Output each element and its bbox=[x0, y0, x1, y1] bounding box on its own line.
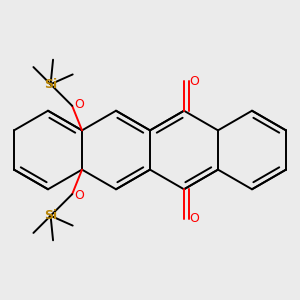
Text: O: O bbox=[74, 98, 84, 111]
Text: O: O bbox=[189, 212, 199, 225]
Text: Si: Si bbox=[44, 78, 57, 91]
Text: O: O bbox=[74, 189, 84, 202]
Text: O: O bbox=[189, 75, 199, 88]
Text: Si: Si bbox=[44, 209, 57, 222]
